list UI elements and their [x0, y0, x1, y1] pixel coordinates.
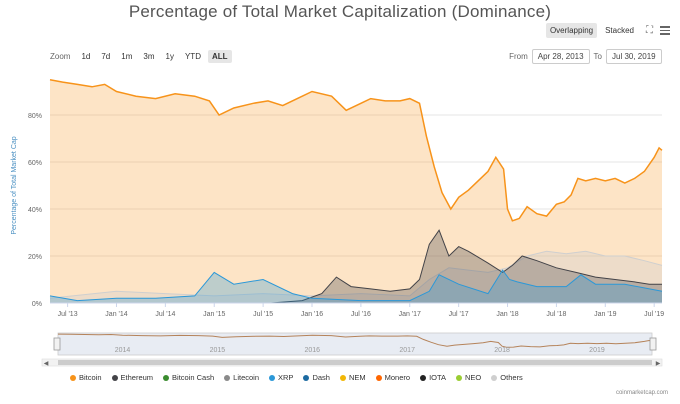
navigator-year-label: 2015	[210, 347, 226, 354]
legend-label: XRP	[278, 373, 294, 382]
x-tick-label: Jul '16	[351, 311, 371, 318]
y-tick-label: 20%	[28, 254, 42, 261]
navigator-handle-left[interactable]	[53, 337, 61, 351]
x-tick-label: Jul '18	[546, 311, 566, 318]
legend-dot-icon	[111, 374, 118, 381]
zoom-ytd-button[interactable]: YTD	[184, 52, 201, 61]
legend-label: IOTA	[429, 373, 447, 382]
navigator-year-label: 2016	[305, 347, 321, 354]
to-label: To	[593, 52, 602, 61]
legend-item-ethereum[interactable]: Ethereum	[111, 373, 154, 382]
legend-dot-icon	[224, 374, 231, 381]
series-area-ethereum	[270, 230, 662, 303]
legend-label: Bitcoin Cash	[172, 373, 215, 382]
legend-dot-icon	[70, 374, 76, 381]
legend-label: Litecoin	[233, 373, 260, 382]
credit-text: coinmarketcap.com	[615, 390, 668, 396]
x-tick-label: Jul '13	[58, 311, 78, 318]
legend: Bitcoin Ethereum Bitcoin Cash Litecoin XRP Da…	[70, 373, 523, 382]
x-tick-label: Jan '14	[105, 311, 127, 318]
legend-label: NEO	[465, 373, 482, 382]
legend-dot-icon	[163, 374, 170, 381]
x-tick-label: Jan '17	[399, 311, 421, 318]
zoom-7d-button[interactable]: 7d	[101, 52, 111, 61]
zoom-bar: Zoom 1d 7d 1m 3m 1y YTD ALL	[50, 50, 232, 63]
navigator-series	[57, 333, 653, 348]
navigator-year-label: 2018	[494, 347, 510, 354]
navigator-year-label: 2019	[589, 347, 605, 354]
legend-dot-icon	[375, 374, 382, 381]
y-tick-label: 80%	[28, 113, 42, 120]
to-date-input[interactable]: Jul 30, 2019	[606, 49, 662, 64]
legend-item-litecoin[interactable]: Litecoin	[224, 373, 259, 382]
legend-item-bitcoin-cash[interactable]: Bitcoin Cash	[163, 373, 214, 382]
fullscreen-icon[interactable]: ⛶	[646, 24, 653, 36]
overlapping-button[interactable]: Overlapping	[545, 23, 598, 38]
series-area-bitcoin	[50, 79, 662, 303]
stacked-button[interactable]: Stacked	[605, 26, 634, 35]
series-line-others	[49, 250, 663, 299]
legend-dot-icon	[269, 374, 276, 381]
legend-item-neo[interactable]: NEO	[456, 373, 481, 382]
scroll-left-icon[interactable]: ◀	[44, 361, 49, 367]
chart-toolbar: Overlapping Stacked ⛶	[545, 23, 670, 38]
legend-item-others[interactable]: Others	[491, 373, 523, 382]
series-line-xrp	[49, 269, 663, 302]
x-tick-label: Jan '19	[594, 311, 616, 318]
series-line-ethereum	[270, 229, 662, 304]
legend-item-dash[interactable]: Dash	[303, 373, 330, 382]
legend-item-iota[interactable]: IOTA	[420, 373, 446, 382]
chart-title: Percentage of Total Market Capitalizatio…	[128, 2, 552, 21]
series-area-others	[50, 251, 662, 303]
from-date-input[interactable]: Apr 28, 2013	[531, 49, 590, 64]
navigator-year-label: 2017	[399, 347, 415, 354]
navigator-handle-right[interactable]	[649, 337, 657, 351]
legend-label: NEM	[348, 373, 366, 382]
legend-dot-icon	[420, 374, 427, 381]
legend-item-monero[interactable]: Monero	[375, 373, 411, 382]
zoom-label: Zoom	[50, 52, 71, 61]
y-axis-label: Percentage of Total Market Cap	[11, 136, 18, 234]
legend-dot-icon	[339, 374, 346, 381]
x-tick-label: Jul '15	[253, 311, 273, 318]
legend-label: Monero	[384, 373, 411, 382]
legend-item-bitcoin[interactable]: Bitcoin	[70, 373, 102, 382]
x-tick-label: Jan '15	[203, 311, 225, 318]
x-tick-label: Jul '17	[449, 311, 469, 318]
scroll-right-icon[interactable]: ▶	[656, 361, 661, 367]
from-label: From	[509, 52, 528, 61]
zoom-all-button[interactable]: ALL	[207, 50, 232, 63]
zoom-1y-button[interactable]: 1y	[165, 52, 174, 61]
date-range: From Apr 28, 2013 To Jul 30, 2019	[509, 49, 662, 64]
legend-item-xrp[interactable]: XRP	[269, 373, 293, 382]
scrollbar-thumb[interactable]	[58, 360, 652, 365]
legend-label: Dash	[312, 373, 330, 382]
x-tick-label: Jan '18	[496, 311, 518, 318]
legend-label: Others	[500, 373, 523, 382]
y-tick-label: 40%	[28, 207, 42, 214]
series-line-bitcoin	[49, 79, 663, 222]
legend-dot-icon	[303, 374, 310, 381]
y-tick-label: 0%	[32, 301, 42, 308]
y-tick-label: 60%	[28, 160, 42, 167]
navigator-year-label: 2014	[115, 347, 131, 354]
x-tick-label: Jul '14	[155, 311, 175, 318]
legend-dot-icon	[456, 374, 463, 381]
x-tick-label: Jul '19	[644, 311, 664, 318]
legend-label: Ethereum	[120, 373, 154, 382]
legend-dot-icon	[491, 374, 498, 381]
x-tick-label: Jan '16	[301, 311, 323, 318]
zoom-1d-button[interactable]: 1d	[81, 52, 91, 61]
zoom-1m-button[interactable]: 1m	[121, 52, 133, 61]
menu-icon[interactable]	[660, 24, 670, 37]
series-area-xrp	[50, 270, 662, 303]
legend-label: Bitcoin	[79, 373, 102, 382]
legend-item-nem[interactable]: NEM	[339, 373, 366, 382]
zoom-3m-button[interactable]: 3m	[143, 52, 155, 61]
